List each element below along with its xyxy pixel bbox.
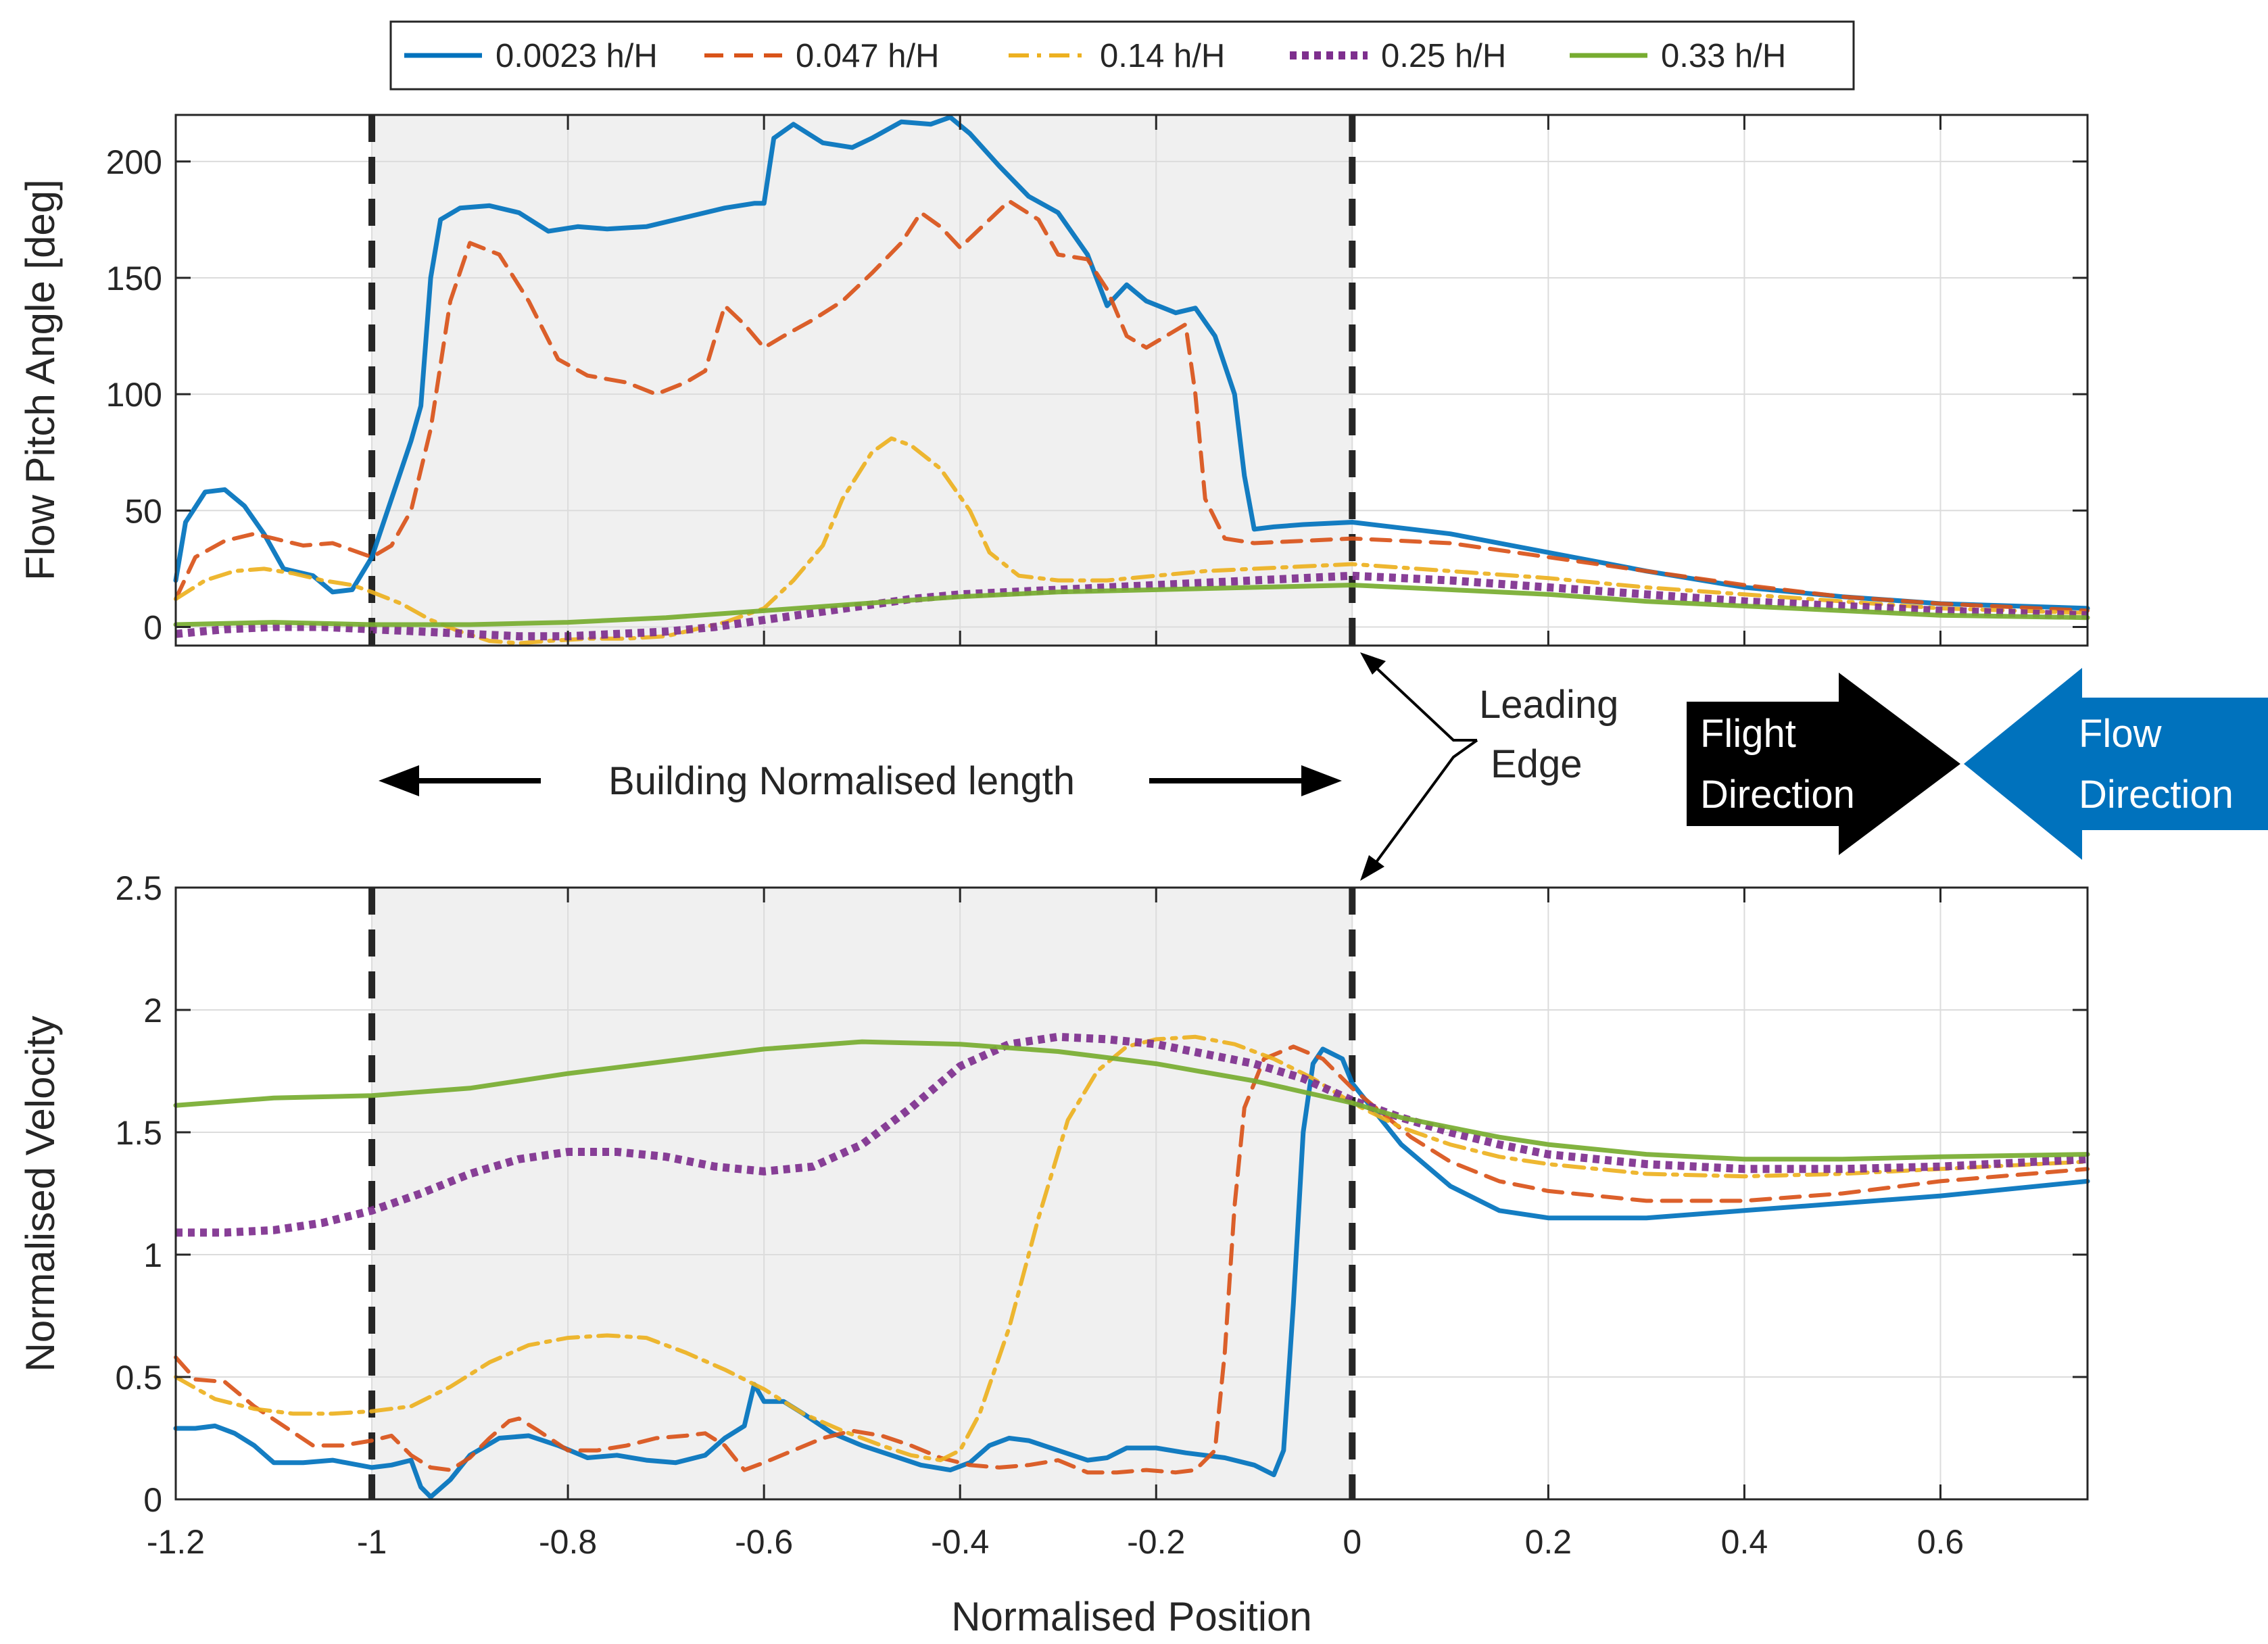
leading-edge-pointer-top-head [1360, 652, 1386, 675]
series-line-0-14-h-H [174, 1034, 2090, 1463]
x-tick-label: 0 [1343, 1523, 1361, 1561]
y-tick-label: 2 [143, 992, 162, 1030]
legend-label: 0.25 h/H [1381, 38, 1506, 74]
y-tick-label: 1 [143, 1236, 162, 1274]
top-panel: 0 50 100 150 200 Flow Pitch Angle [deg] [18, 114, 2090, 647]
building-length-arrow-right-head [1301, 765, 1342, 796]
annotations: Building Normalised length Leading Edge … [379, 652, 2268, 881]
x-tick-label: -0.4 [931, 1523, 989, 1561]
series-line-0-33-h-H [173, 1039, 2090, 1162]
top-y-axis-label: Flow Pitch Angle [deg] [18, 179, 63, 581]
bottom-axes-box [174, 886, 2089, 1501]
y-tick-label: 200 [106, 143, 162, 181]
y-tick-label: 100 [106, 376, 162, 414]
x-tick-label: -0.6 [735, 1523, 793, 1561]
y-tick-label: 0 [143, 608, 162, 646]
y-tick-label: 1.5 [115, 1114, 162, 1152]
y-tick-label: 0.5 [115, 1359, 162, 1397]
series-line-0-0023-h-H [173, 1046, 2090, 1499]
x-tick-label: -1.2 [147, 1523, 205, 1561]
flight-direction-arrow [1687, 673, 1960, 855]
x-tick-label: -1 [357, 1523, 387, 1561]
leading-edge-label-line2: Edge [1491, 742, 1582, 786]
flow-direction-label-line1: Flow [2079, 712, 2163, 756]
y-tick-label: 50 [124, 492, 162, 530]
top-shaded-building-region [372, 115, 1353, 646]
flight-direction-label-line1: Flight [1700, 712, 1796, 756]
series-line-0-0023-h-H [173, 114, 2090, 611]
leading-edge-pointer-bottom [1368, 739, 1478, 873]
top-axes-box [174, 114, 2089, 647]
x-tick-label: -0.8 [539, 1523, 597, 1561]
building-length-arrow-left-head [379, 765, 419, 796]
series-line-0-33-h-H [173, 583, 2090, 627]
legend: 0.0023 h/H 0.047 h/H 0.14 h/H 0.25 h/H 0.33 … [389, 20, 1855, 91]
leading-edge-label-line1: Leading [1479, 683, 1618, 727]
legend-label: 0.14 h/H [1100, 38, 1225, 74]
y-tick-label: 2.5 [115, 869, 162, 907]
bottom-shaded-building-region [372, 888, 1353, 1499]
x-tick-label: 0.6 [1917, 1523, 1964, 1561]
series-line-0-14-h-H [174, 436, 2090, 646]
series-line-0-047-h-H [174, 199, 2090, 613]
flow-direction-label-line2: Direction [2079, 773, 2234, 817]
legend-label: 0.33 h/H [1661, 38, 1786, 74]
building-length-label: Building Normalised length [608, 759, 1075, 803]
x-axis-label: Normalised Position [951, 1594, 1312, 1639]
flow-direction-arrow [1964, 668, 2268, 860]
flight-direction-label-line2: Direction [1700, 773, 1855, 817]
bottom-panel: -1.2 -1 -0.8 -0.6 -0.4 -0.2 0 0.2 0.4 0.6 0 0.5 1 1.5… [18, 869, 2090, 1639]
x-tick-label: -0.2 [1127, 1523, 1185, 1561]
y-tick-label: 0 [143, 1481, 162, 1519]
leading-edge-pointer-top [1366, 658, 1477, 742]
x-tick-label: 0.4 [1721, 1523, 1768, 1561]
legend-label: 0.0023 h/H [496, 38, 658, 74]
y-tick-label: 150 [106, 260, 162, 297]
bottom-y-axis-label: Normalised Velocity [18, 1016, 63, 1372]
legend-label: 0.047 h/H [796, 38, 940, 74]
x-tick-label: 0.2 [1525, 1523, 1572, 1561]
leading-edge-pointer-bottom-head [1360, 855, 1384, 881]
series-line-0-25-h-H [176, 1032, 2088, 1237]
series-line-0-047-h-H [174, 1044, 2090, 1475]
